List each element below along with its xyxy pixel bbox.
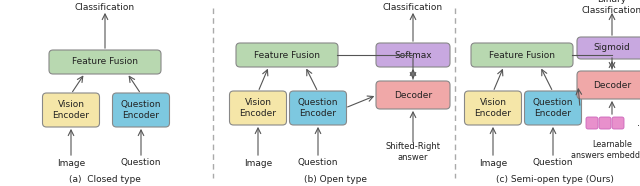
FancyBboxPatch shape [42, 93, 99, 127]
Text: (a)  Closed type: (a) Closed type [69, 176, 141, 185]
Text: Sigmoid: Sigmoid [594, 44, 630, 52]
FancyBboxPatch shape [577, 71, 640, 99]
Text: Question
Encoder: Question Encoder [121, 100, 161, 120]
FancyBboxPatch shape [230, 91, 287, 125]
FancyBboxPatch shape [376, 81, 450, 109]
FancyBboxPatch shape [289, 91, 346, 125]
Text: (c) Semi-open type (Ours): (c) Semi-open type (Ours) [496, 176, 614, 185]
FancyBboxPatch shape [49, 50, 161, 74]
Text: Binary
Classification: Binary Classification [582, 0, 640, 15]
Text: Vision
Encoder: Vision Encoder [239, 98, 276, 118]
Text: Classification: Classification [75, 2, 135, 12]
FancyBboxPatch shape [612, 117, 624, 129]
Text: ...: ... [637, 118, 640, 128]
FancyBboxPatch shape [465, 91, 522, 125]
Text: Vision
Encoder: Vision Encoder [474, 98, 511, 118]
Text: Image: Image [57, 158, 85, 168]
Text: Vision
Encoder: Vision Encoder [52, 100, 90, 120]
FancyBboxPatch shape [471, 43, 573, 67]
FancyBboxPatch shape [525, 91, 582, 125]
Text: Question: Question [532, 158, 573, 168]
FancyBboxPatch shape [236, 43, 338, 67]
Text: Question
Encoder: Question Encoder [298, 98, 339, 118]
FancyBboxPatch shape [586, 117, 598, 129]
FancyBboxPatch shape [113, 93, 170, 127]
Text: Feature Fusion: Feature Fusion [72, 57, 138, 67]
FancyBboxPatch shape [599, 117, 611, 129]
Text: Shifted-Right
answer: Shifted-Right answer [385, 142, 440, 162]
Text: (b) Open type: (b) Open type [303, 176, 367, 185]
Text: Question
Encoder: Question Encoder [532, 98, 573, 118]
FancyBboxPatch shape [376, 43, 450, 67]
Text: Image: Image [479, 158, 507, 168]
Text: Classification: Classification [383, 2, 443, 12]
Text: Question: Question [121, 158, 161, 168]
Text: Softmax: Softmax [394, 51, 432, 60]
Text: Feature Fusion: Feature Fusion [489, 51, 555, 60]
Text: Image: Image [244, 158, 272, 168]
Text: Learnable
answers embedding: Learnable answers embedding [572, 140, 640, 160]
Text: Question: Question [298, 158, 339, 168]
Text: Decoder: Decoder [394, 91, 432, 100]
Text: Decoder: Decoder [593, 81, 631, 89]
FancyBboxPatch shape [577, 37, 640, 59]
Text: Feature Fusion: Feature Fusion [254, 51, 320, 60]
